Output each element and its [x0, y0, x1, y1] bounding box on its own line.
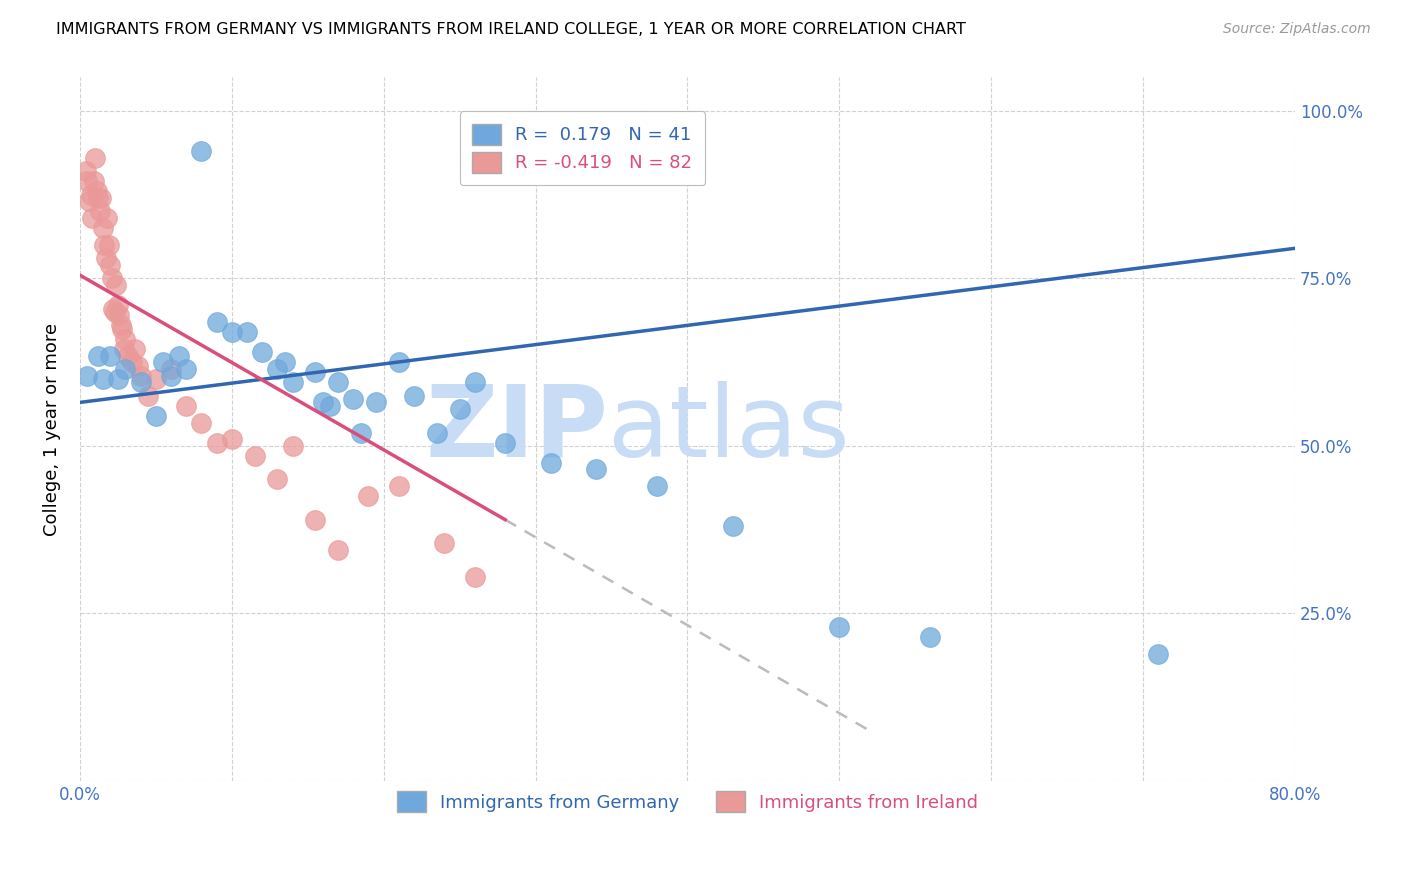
Point: [304, 513, 326, 527]
Point: [266, 473, 288, 487]
Point: [1147, 647, 1170, 661]
Point: [243, 449, 266, 463]
Legend: Immigrants from Germany, Immigrants from Ireland: Immigrants from Germany, Immigrants from…: [384, 779, 991, 825]
Point: [388, 355, 411, 369]
Point: [104, 305, 127, 319]
Point: [76, 368, 98, 383]
Point: [84, 151, 107, 165]
Point: [236, 325, 259, 339]
Text: ZIP: ZIP: [426, 381, 609, 478]
Point: [221, 325, 243, 339]
Point: [920, 630, 942, 644]
Point: [112, 342, 135, 356]
Point: [402, 389, 425, 403]
Point: [190, 416, 212, 430]
Point: [464, 569, 486, 583]
Point: [94, 252, 117, 266]
Point: [129, 376, 152, 390]
Point: [266, 362, 288, 376]
Point: [111, 322, 134, 336]
Point: [190, 144, 212, 158]
Point: [91, 372, 114, 386]
Point: [87, 191, 110, 205]
Point: [326, 376, 349, 390]
Point: [124, 342, 146, 356]
Point: [312, 395, 335, 409]
Point: [250, 345, 273, 359]
Point: [326, 542, 349, 557]
Point: [100, 271, 122, 285]
Point: [319, 399, 342, 413]
Point: [79, 187, 101, 202]
Point: [364, 395, 387, 409]
Point: [145, 372, 167, 386]
Point: [98, 258, 121, 272]
Point: [127, 359, 149, 373]
Point: [167, 349, 190, 363]
Point: [129, 368, 152, 383]
Point: [585, 462, 607, 476]
Point: [107, 372, 129, 386]
Point: [342, 392, 364, 406]
Point: [274, 355, 297, 369]
Point: [110, 318, 132, 333]
Point: [114, 362, 136, 376]
Point: [388, 479, 411, 493]
Point: [96, 211, 118, 226]
Point: [494, 435, 516, 450]
Point: [721, 519, 744, 533]
Point: [357, 489, 380, 503]
Y-axis label: College, 1 year or more: College, 1 year or more: [44, 323, 60, 536]
Point: [114, 332, 136, 346]
Text: Source: ZipAtlas.com: Source: ZipAtlas.com: [1223, 22, 1371, 37]
Point: [449, 402, 471, 417]
Point: [281, 376, 304, 390]
Point: [160, 368, 183, 383]
Text: IMMIGRANTS FROM GERMANY VS IMMIGRANTS FROM IRELAND COLLEGE, 1 YEAR OR MORE CORRE: IMMIGRANTS FROM GERMANY VS IMMIGRANTS FR…: [56, 22, 966, 37]
Point: [98, 349, 121, 363]
Point: [160, 362, 183, 376]
Point: [75, 164, 97, 178]
Point: [87, 349, 110, 363]
Point: [86, 185, 108, 199]
Point: [221, 432, 243, 446]
Point: [103, 301, 125, 316]
Point: [136, 389, 159, 403]
Point: [645, 479, 668, 493]
Point: [91, 221, 114, 235]
Point: [174, 399, 197, 413]
Point: [90, 191, 112, 205]
Point: [89, 204, 111, 219]
Point: [105, 278, 128, 293]
Point: [433, 536, 456, 550]
Point: [464, 376, 486, 390]
Point: [152, 355, 174, 369]
Point: [77, 194, 100, 209]
Point: [93, 238, 115, 252]
Point: [205, 315, 228, 329]
Point: [80, 211, 103, 226]
Point: [145, 409, 167, 423]
Point: [426, 425, 449, 440]
Point: [83, 174, 105, 188]
Point: [108, 308, 131, 322]
Point: [174, 362, 197, 376]
Point: [350, 425, 373, 440]
Point: [828, 620, 851, 634]
Point: [117, 349, 139, 363]
Point: [97, 238, 120, 252]
Point: [107, 298, 129, 312]
Point: [76, 174, 98, 188]
Point: [540, 456, 562, 470]
Point: [121, 355, 143, 369]
Point: [304, 365, 326, 379]
Point: [281, 439, 304, 453]
Point: [205, 435, 228, 450]
Text: atlas: atlas: [609, 381, 851, 478]
